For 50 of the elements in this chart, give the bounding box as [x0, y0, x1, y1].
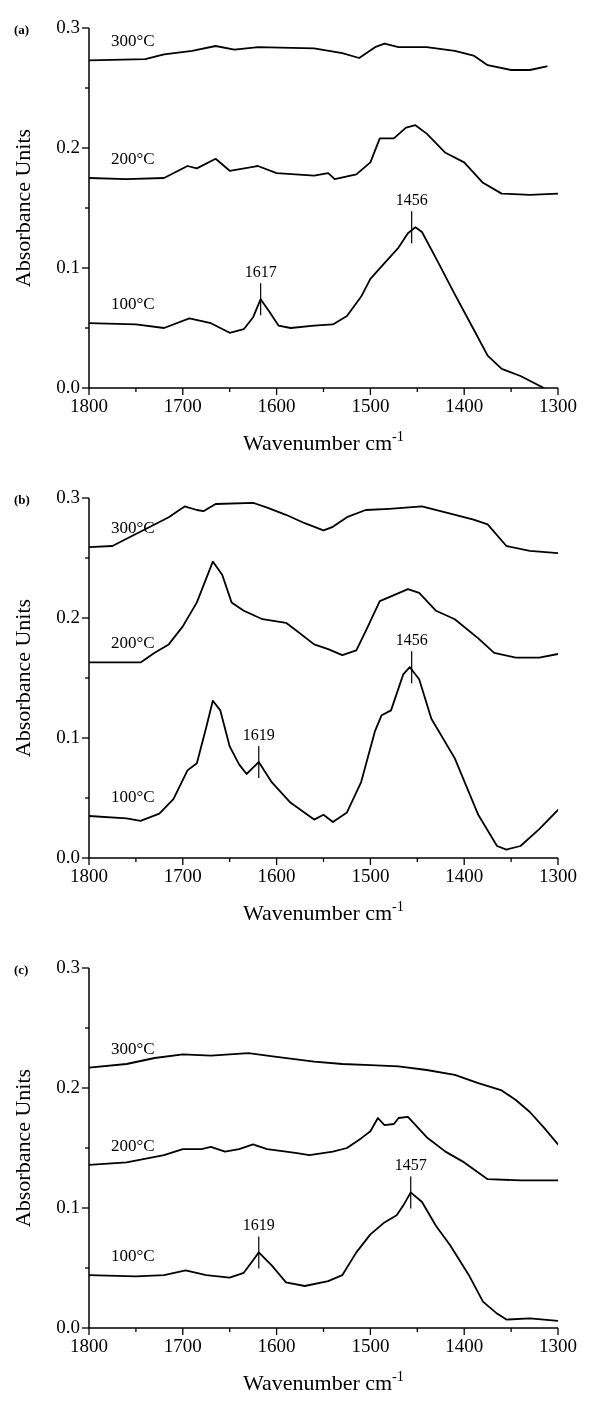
series-label: 100°C — [111, 787, 155, 806]
y-axis-title: Absorbance Units — [10, 1068, 35, 1228]
annotation: 1457 — [394, 1156, 427, 1174]
chart-title: (c) — [14, 962, 29, 977]
annotation: 1619 — [242, 726, 275, 743]
y-tick-label: 0.3 — [56, 485, 80, 507]
x-tick-label: 1600 — [257, 865, 296, 887]
annotation: 1619 — [242, 1216, 275, 1234]
series-label: 200°C — [111, 1135, 155, 1155]
annotation: 1617 — [244, 263, 277, 281]
y-tick-label: 0.2 — [56, 605, 80, 627]
series-label: 200°C — [111, 633, 155, 653]
y-tick-label: 0.1 — [56, 725, 80, 747]
series-label: 300°C — [111, 31, 155, 51]
x-tick-label: 1600 — [257, 395, 296, 417]
annotation: 1456 — [395, 191, 428, 209]
x-tick-label: 1400 — [445, 395, 484, 417]
y-tick-label: 0.3 — [56, 15, 80, 37]
x-tick-label: 1300 — [539, 865, 577, 887]
y-tick-label: 0.2 — [56, 1075, 80, 1097]
y-tick-label: 0.2 — [56, 135, 80, 157]
series-label: 200°C — [111, 149, 155, 168]
y-tick-label: 0.0 — [56, 845, 80, 867]
series-label: 100°C — [111, 1246, 155, 1266]
y-tick-label: 0.1 — [56, 255, 80, 277]
x-tick-label: 1600 — [257, 1335, 296, 1357]
y-tick-label: 0.0 — [56, 375, 80, 397]
x-tick-label: 1500 — [351, 395, 390, 417]
x-tick-label: 1300 — [539, 1335, 577, 1357]
y-tick-label: 0.0 — [56, 1315, 80, 1337]
x-tick-label: 1700 — [163, 1335, 202, 1357]
y-axis-title: Absorbance Units — [10, 128, 35, 288]
series-label: 100°C — [111, 294, 155, 314]
x-tick-label: 1800 — [70, 1335, 108, 1357]
x-tick-label: 1800 — [70, 865, 108, 887]
x-tick-label: 1700 — [163, 395, 202, 417]
x-tick-label: 1700 — [163, 865, 202, 887]
y-tick-label: 0.1 — [56, 1195, 80, 1217]
chart-title: (b) — [14, 492, 30, 507]
x-tick-label: 1400 — [445, 865, 484, 887]
x-tick-label: 1500 — [351, 1335, 390, 1357]
x-tick-label: 1800 — [70, 395, 108, 417]
series-label: 300°C — [111, 1038, 155, 1058]
annotation: 1456 — [395, 631, 428, 649]
x-tick-label: 1400 — [445, 1335, 484, 1357]
y-tick-label: 0.3 — [56, 955, 80, 977]
x-tick-label: 1300 — [539, 395, 577, 417]
x-tick-label: 1500 — [351, 865, 390, 887]
y-axis-title: Absorbance Units — [10, 598, 35, 758]
chart-title: (a) — [14, 22, 30, 37]
